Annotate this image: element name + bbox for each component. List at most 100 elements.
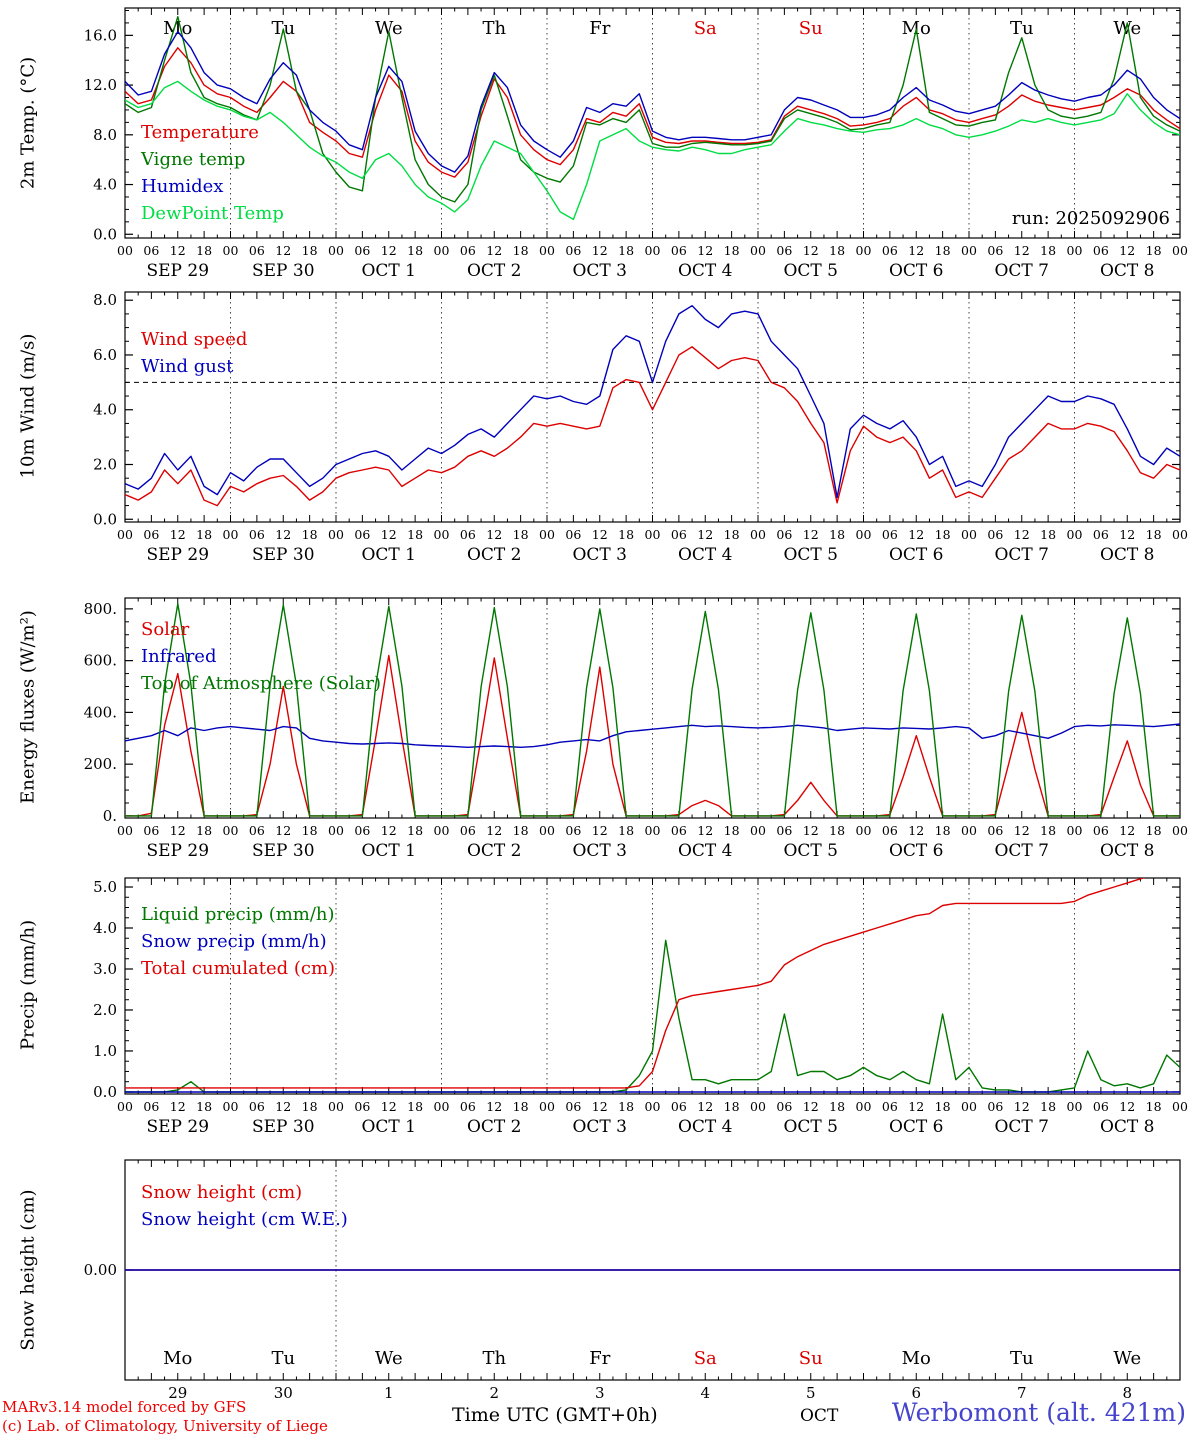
hour-tick-label: 18 <box>407 823 423 838</box>
series-humidex <box>125 30 1180 173</box>
hour-tick-label: 12 <box>381 243 397 258</box>
hour-tick-label: 12 <box>1014 243 1030 258</box>
hour-tick-label: 18 <box>1040 527 1056 542</box>
date-label: OCT 6 <box>889 261 944 281</box>
hour-tick-label: 12 <box>381 1099 397 1114</box>
date-label: OCT 8 <box>1100 841 1155 861</box>
date-label: OCT 4 <box>678 545 733 565</box>
date-label: SEP 29 <box>146 841 209 861</box>
hour-tick-label: 06 <box>1093 1099 1109 1114</box>
weekday-label: We <box>375 18 403 39</box>
hour-tick-label: 12 <box>1014 1099 1030 1114</box>
date-label: SEP 29 <box>146 545 209 565</box>
hour-tick-label: 00 <box>117 527 133 542</box>
legend-vigne-temp: Vigne temp <box>140 149 245 170</box>
series-vigne-temp <box>125 16 1180 203</box>
hour-tick-label: 06 <box>882 527 898 542</box>
weekday-label: Sa <box>694 1348 717 1369</box>
y-tick-label: 8.0 <box>93 126 117 144</box>
hour-tick-label: 18 <box>724 527 740 542</box>
date-label: OCT 5 <box>783 841 838 861</box>
hour-tick-label: 00 <box>117 823 133 838</box>
hour-tick-label: 00 <box>539 1099 555 1114</box>
hour-tick-label: 06 <box>460 527 476 542</box>
date-label: OCT 6 <box>889 841 944 861</box>
hour-tick-label: 06 <box>776 1099 792 1114</box>
hour-tick-label: 12 <box>275 823 291 838</box>
hour-tick-label: 06 <box>565 243 581 258</box>
hour-tick-label: 18 <box>302 243 318 258</box>
y-tick-label: 0.0 <box>93 225 117 243</box>
hour-tick-label: 00 <box>434 823 450 838</box>
weekday-label: We <box>375 1348 403 1369</box>
hour-tick-label: 12 <box>803 527 819 542</box>
day-number-label: 29 <box>168 1384 187 1402</box>
hour-tick-label: 18 <box>1146 1099 1162 1114</box>
legend-temperature: Temperature <box>141 122 259 143</box>
hour-tick-label: 00 <box>434 1099 450 1114</box>
day-number-label: 30 <box>274 1384 293 1402</box>
hour-tick-label: 12 <box>486 823 502 838</box>
credit-line-1: MARv3.14 model forced by GFS <box>2 1398 247 1416</box>
hour-tick-label: 12 <box>381 527 397 542</box>
weekday-label: Tu <box>1010 1348 1034 1369</box>
y-tick-label: 6.0 <box>93 346 117 364</box>
hour-tick-label: 12 <box>803 823 819 838</box>
weekday-label: Tu <box>1010 18 1034 39</box>
hour-tick-label: 00 <box>1067 823 1083 838</box>
hour-tick-label: 18 <box>829 1099 845 1114</box>
hour-tick-label: 18 <box>935 1099 951 1114</box>
panel-0: 00 06 12 18 00 06 12 18 00 06 12 18 00 06 12 18 00 06 12 18… <box>84 7 1188 281</box>
hour-tick-label: 06 <box>671 823 687 838</box>
hour-tick-label: 18 <box>1040 243 1056 258</box>
hour-tick-label: 00 <box>223 527 239 542</box>
hour-tick-label: 06 <box>249 243 265 258</box>
y-tick-label: 2.0 <box>93 456 117 474</box>
hour-tick-label: 00 <box>223 823 239 838</box>
day-number-label: 1 <box>384 1384 394 1402</box>
hour-tick-label: 06 <box>987 823 1003 838</box>
hour-tick-label: 12 <box>1014 823 1030 838</box>
date-label: SEP 30 <box>252 1117 315 1137</box>
hour-tick-label: 12 <box>803 1099 819 1114</box>
hour-tick-label: 12 <box>170 243 186 258</box>
date-label: OCT 1 <box>361 841 416 861</box>
hour-tick-label: 18 <box>196 823 212 838</box>
hour-tick-label: 00 <box>645 1099 661 1114</box>
date-label: OCT 1 <box>361 545 416 565</box>
legend-snow-precip-mm-h-: Snow precip (mm/h) <box>141 931 327 952</box>
date-label: OCT 3 <box>572 1117 627 1137</box>
hour-tick-label: 18 <box>829 823 845 838</box>
hour-tick-label: 00 <box>1172 823 1188 838</box>
legend-humidex: Humidex <box>141 176 223 197</box>
weekday-label: Sa <box>694 18 717 39</box>
day-number-label: 7 <box>1017 1384 1027 1402</box>
hour-tick-label: 12 <box>486 527 502 542</box>
hour-tick-label: 00 <box>750 527 766 542</box>
hour-tick-label: 06 <box>143 823 159 838</box>
hour-tick-label: 00 <box>856 527 872 542</box>
hour-tick-label: 18 <box>724 243 740 258</box>
y-tick-label: 0. <box>103 807 117 825</box>
hour-tick-label: 00 <box>645 527 661 542</box>
hour-tick-label: 00 <box>1172 243 1188 258</box>
hour-tick-label: 18 <box>513 243 529 258</box>
y-tick-label: 8.0 <box>93 291 117 309</box>
weekday-label: Tu <box>271 1348 295 1369</box>
hour-tick-label: 00 <box>856 823 872 838</box>
date-label: OCT 8 <box>1100 261 1155 281</box>
hour-tick-label: 00 <box>223 1099 239 1114</box>
hour-tick-label: 12 <box>697 243 713 258</box>
hour-tick-label: 06 <box>882 823 898 838</box>
hour-tick-label: 12 <box>1119 823 1135 838</box>
time-axis-label: Time UTC (GMT+0h) <box>452 1404 658 1426</box>
legend-solar: Solar <box>141 619 190 640</box>
credit-line-2: (c) Lab. of Climatology, University of L… <box>2 1417 328 1435</box>
day-number-label: 8 <box>1122 1384 1132 1402</box>
date-label: OCT 4 <box>678 1117 733 1137</box>
hour-tick-label: 06 <box>565 1099 581 1114</box>
hour-tick-label: 06 <box>460 823 476 838</box>
hour-tick-label: 18 <box>1040 823 1056 838</box>
date-label: OCT 4 <box>678 261 733 281</box>
